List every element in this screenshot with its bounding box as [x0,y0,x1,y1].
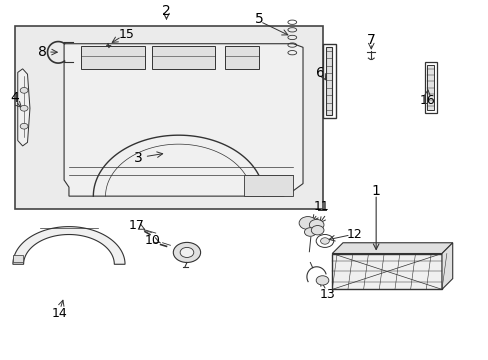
Text: 15: 15 [118,28,134,41]
Text: 16: 16 [419,94,434,107]
Polygon shape [13,255,22,262]
Circle shape [304,228,316,236]
Circle shape [20,123,28,129]
Polygon shape [331,243,452,253]
Text: 5: 5 [254,12,263,26]
Circle shape [180,247,193,257]
Text: 8: 8 [38,45,47,59]
Polygon shape [18,69,30,146]
Bar [322,44,335,118]
Text: 13: 13 [319,288,335,301]
Circle shape [299,217,316,229]
Polygon shape [427,65,433,110]
Text: 9: 9 [183,246,192,260]
Text: 14: 14 [51,307,67,320]
Polygon shape [326,47,331,116]
Circle shape [20,87,28,93]
Bar [152,45,215,69]
Circle shape [309,220,324,230]
Text: 1: 1 [371,184,380,198]
Bar [424,62,436,113]
Polygon shape [64,44,303,196]
Circle shape [20,105,28,111]
Bar [81,45,144,69]
Circle shape [316,276,328,285]
Circle shape [173,242,200,262]
Text: 10: 10 [144,234,161,247]
Circle shape [311,226,324,235]
Polygon shape [13,227,125,264]
Bar [224,45,259,69]
Text: 12: 12 [346,228,362,241]
Circle shape [320,238,329,244]
Text: 4: 4 [10,91,19,105]
Text: 2: 2 [162,4,170,18]
Text: 6: 6 [315,66,325,80]
Polygon shape [441,243,452,289]
Text: 3: 3 [134,151,142,165]
Text: 17: 17 [128,219,144,233]
Text: 11: 11 [313,201,329,213]
Bar [244,175,293,196]
Text: 7: 7 [366,33,375,47]
Bar [15,26,322,209]
Polygon shape [331,253,441,289]
